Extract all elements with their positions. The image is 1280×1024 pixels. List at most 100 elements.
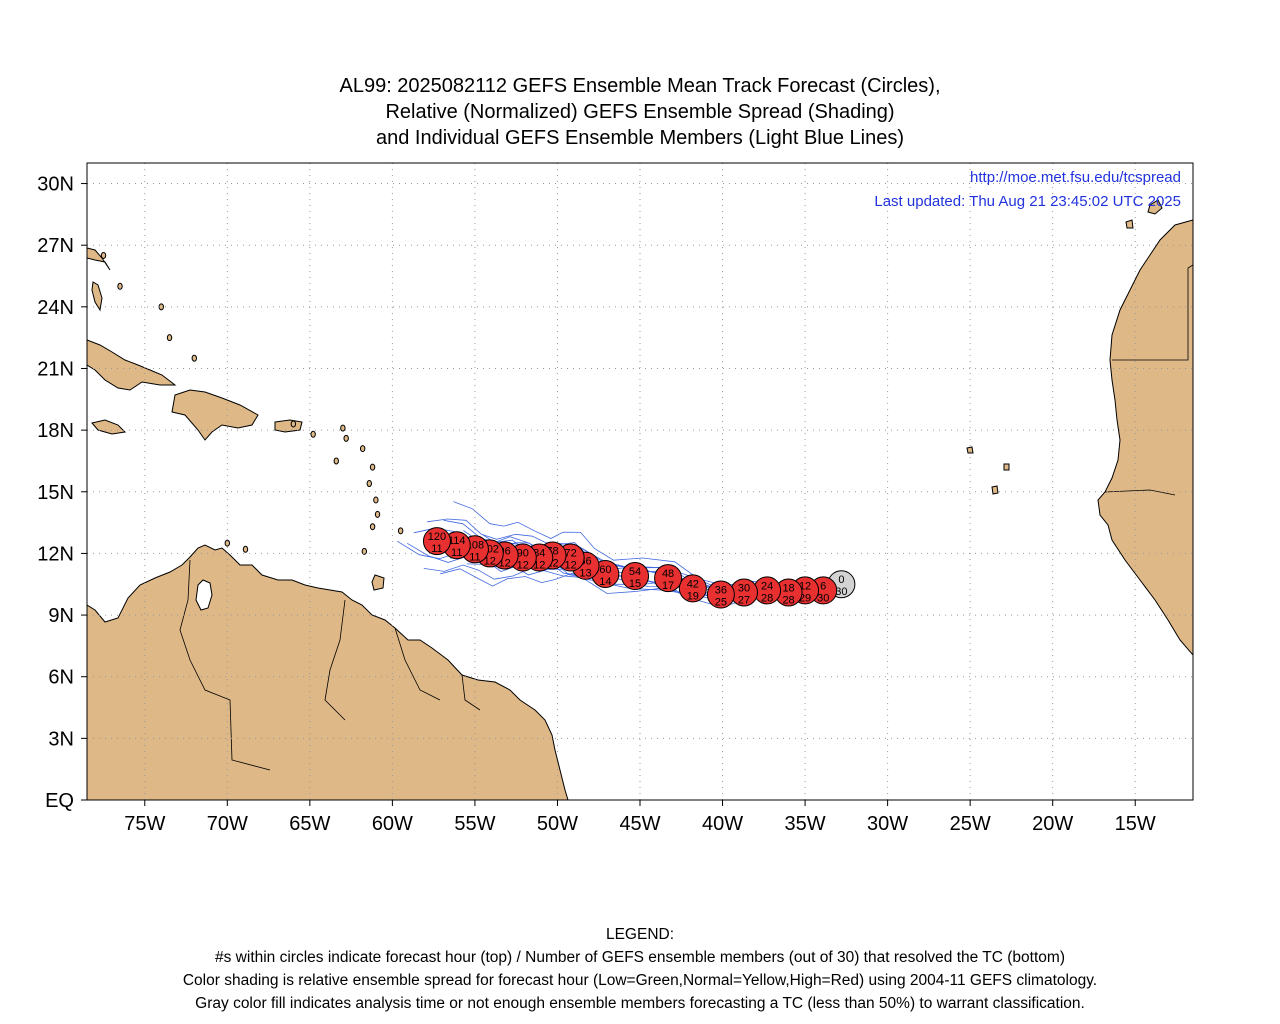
track-hour: 120 xyxy=(428,531,446,543)
lon-tick-label: 55W xyxy=(454,813,495,835)
chart-title: AL99: 2025082112 GEFS Ensemble Mean Trac… xyxy=(0,73,1280,151)
island xyxy=(340,424,346,432)
track-hour: 54 xyxy=(629,566,641,578)
island xyxy=(373,496,379,504)
track-hour: 60 xyxy=(599,564,611,576)
track-members: 30 xyxy=(817,592,829,604)
track-circle xyxy=(422,527,451,556)
island xyxy=(333,457,339,465)
border-guyana-suriname xyxy=(394,627,441,701)
lon-tick-label: 65W xyxy=(289,813,330,835)
island xyxy=(369,523,376,531)
track-hour: 90 xyxy=(517,548,529,560)
legend: LEGEND: #s within circles indicate forec… xyxy=(0,923,1280,1015)
track-hour: 42 xyxy=(687,578,699,590)
lat-tick-label: 9N xyxy=(48,605,74,627)
track-members: 13 xyxy=(579,568,591,580)
legend-line-2: Color shading is relative ensemble sprea… xyxy=(182,972,1098,989)
track-circle xyxy=(654,564,683,593)
lat-tick-label: 21N xyxy=(37,358,74,380)
lat-lon-grid xyxy=(87,163,1193,800)
track-members: 12 xyxy=(533,560,545,572)
cuba-land xyxy=(87,339,177,391)
track-hour: 0 xyxy=(838,574,844,586)
border-suriname-fguiana xyxy=(461,674,481,711)
lat-tick-label: 24N xyxy=(37,297,74,319)
track-members: 12 xyxy=(517,560,529,572)
island xyxy=(366,480,372,488)
track-circle xyxy=(678,574,707,603)
track-members: 11 xyxy=(451,547,462,559)
border-venezuela-colombia xyxy=(179,559,271,771)
track-circle xyxy=(621,562,650,591)
track-hour: 48 xyxy=(662,568,674,580)
mean-track: 0306301229182824283027362542194817541560… xyxy=(422,527,856,609)
island xyxy=(361,547,368,555)
info-updated: Last updated: Thu Aug 21 23:45:02 UTC 20… xyxy=(874,193,1181,210)
lat-tick-label: 3N xyxy=(48,728,74,750)
lon-tick-label: 35W xyxy=(785,813,826,835)
track-hour: 30 xyxy=(738,582,750,594)
track-members: 15 xyxy=(629,578,641,590)
lat-tick-label: 18N xyxy=(37,420,74,442)
island xyxy=(224,539,231,547)
lake-maracaibo xyxy=(195,579,213,611)
island xyxy=(310,430,316,438)
lat-tick-label: EQ xyxy=(45,790,74,812)
track-hour: 36 xyxy=(715,585,727,597)
track-hour: 114 xyxy=(448,535,466,547)
track-members: 11 xyxy=(469,551,480,563)
island xyxy=(397,527,404,535)
island xyxy=(359,445,366,453)
track-members: 19 xyxy=(687,590,699,602)
canary-island-1 xyxy=(1125,219,1134,229)
legend-heading: LEGEND: xyxy=(605,926,675,943)
canary-island-2 xyxy=(1147,199,1163,215)
title-line-3: and Individual GEFS Ensemble Members (Li… xyxy=(375,127,905,149)
track-members: 28 xyxy=(761,592,773,604)
track-members: 30 xyxy=(835,586,847,598)
island xyxy=(374,510,381,518)
track-members: 28 xyxy=(782,594,794,606)
track-members: 12 xyxy=(484,555,496,567)
track-circle xyxy=(706,580,735,609)
track-members: 25 xyxy=(715,597,727,609)
track-members: 12 xyxy=(565,560,577,572)
track-hour: 24 xyxy=(761,580,773,592)
island xyxy=(166,334,173,342)
africa-land xyxy=(1097,219,1193,656)
border-western-sahara xyxy=(1112,264,1193,361)
cape-verde-island-2 xyxy=(991,485,999,495)
lon-tick-label: 70W xyxy=(207,813,248,835)
lat-tick-label: 12N xyxy=(37,543,74,565)
title-line-1: AL99: 2025082112 GEFS Ensemble Mean Trac… xyxy=(339,75,941,97)
cape-verde-island-3 xyxy=(1003,463,1010,471)
small-islands xyxy=(100,251,404,555)
track-hour: 18 xyxy=(782,582,794,594)
track-members: 14 xyxy=(599,576,611,588)
lon-tick-label: 75W xyxy=(124,813,165,835)
lat-tick-label: 6N xyxy=(48,667,74,689)
lon-tick-label: 45W xyxy=(619,813,660,835)
title-line-2: Relative (Normalized) GEFS Ensemble Spre… xyxy=(385,101,895,123)
bahamas-land xyxy=(91,281,103,312)
lon-tick-label: 15W xyxy=(1115,813,1156,835)
track-hour: 6 xyxy=(820,580,826,592)
island xyxy=(369,463,376,471)
lon-tick-label: 50W xyxy=(537,813,578,835)
jamaica-land xyxy=(91,419,127,435)
lon-tick-label: 25W xyxy=(950,813,991,835)
trinidad-land xyxy=(371,574,385,591)
legend-line-1: #s within circles indicate forecast hour… xyxy=(215,949,1065,966)
lat-tick-label: 15N xyxy=(37,482,74,504)
track-members: 11 xyxy=(431,543,442,555)
lon-tick-label: 20W xyxy=(1032,813,1073,835)
hispaniola-land xyxy=(171,389,259,441)
island xyxy=(100,251,107,259)
lat-tick-label: 30N xyxy=(37,174,74,196)
